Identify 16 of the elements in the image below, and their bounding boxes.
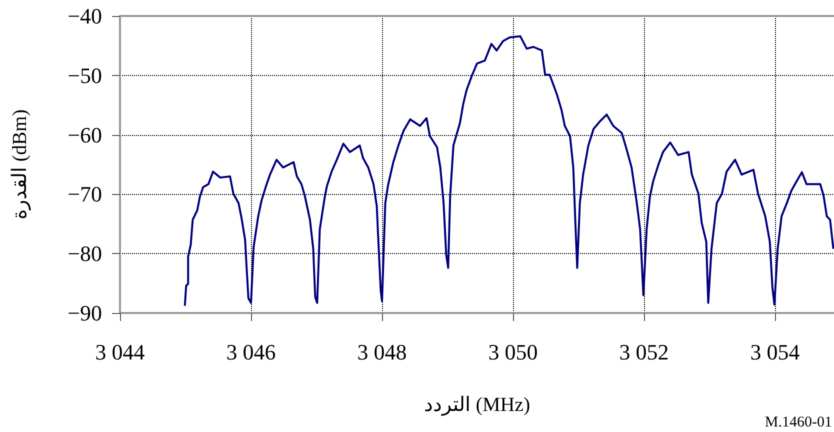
x-tick-label: 3 048	[357, 340, 407, 364]
line-series	[184, 35, 834, 307]
y-tick-label: −70	[68, 182, 102, 207]
text: M.1460-01	[764, 414, 832, 430]
x-tick-label: 3 044	[95, 340, 145, 364]
x-tick-label: 3 046	[226, 340, 276, 364]
y-tick-label: −90	[68, 300, 102, 326]
y-tick-label: −50	[68, 62, 102, 88]
y-tick-label: −60	[68, 122, 102, 148]
x-tick-label: 3 050	[488, 340, 538, 364]
y-tick-label: −80	[68, 241, 102, 266]
x-tick-label: 3 052	[619, 340, 669, 364]
y-tick-label: −40	[68, 4, 102, 28]
y-axis-title: القدرة (dBm)	[9, 109, 31, 220]
x-axis-title: التردد (MHz)	[424, 394, 530, 416]
x-tick-label: 3 054	[750, 340, 800, 364]
